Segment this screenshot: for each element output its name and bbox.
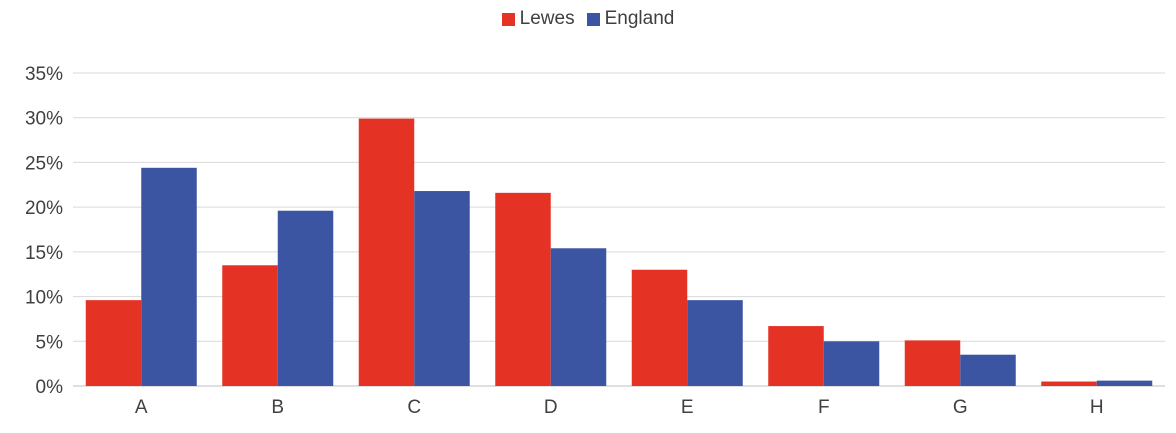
bar-lewes-c	[358, 118, 415, 386]
legend-swatch-england	[586, 12, 600, 26]
y-tick-label: 25%	[25, 153, 63, 174]
y-tick-label: 35%	[25, 64, 63, 85]
y-tick-label: 20%	[25, 198, 63, 219]
bar-lewes-e	[631, 269, 688, 386]
y-tick-label: 5%	[36, 332, 64, 353]
legend: Lewes England	[0, 8, 1176, 30]
y-tick-label: 10%	[25, 288, 63, 309]
bar-lewes-f	[768, 326, 824, 386]
x-tick-label: A	[135, 397, 148, 418]
y-tick-label: 15%	[25, 243, 63, 264]
x-tick-label: B	[271, 397, 284, 418]
legend-item-lewes: Lewes	[501, 8, 575, 30]
bar-lewes-h	[1041, 381, 1097, 386]
bar-england-h	[1096, 380, 1153, 386]
x-tick-label: C	[407, 397, 421, 418]
legend-swatch-lewes	[501, 12, 515, 26]
bar-england-g	[960, 354, 1016, 386]
bar-england-a	[141, 167, 197, 386]
bar-england-f	[823, 341, 880, 386]
legend-label-lewes: Lewes	[519, 8, 575, 29]
y-tick-label: 30%	[25, 109, 63, 130]
legend-item-england: England	[586, 8, 675, 30]
bar-england-d	[550, 248, 607, 386]
x-tick-label: F	[818, 397, 830, 418]
bar-england-e	[687, 300, 743, 386]
legend-label-england: England	[604, 8, 675, 29]
y-tick-label: 0%	[36, 377, 64, 398]
x-tick-label: G	[953, 397, 968, 418]
bar-lewes-a	[85, 300, 142, 386]
bar-lewes-d	[495, 192, 551, 386]
bar-england-b	[277, 210, 334, 386]
bar-lewes-b	[222, 265, 278, 386]
x-tick-label: D	[544, 397, 558, 418]
bar-england-c	[414, 191, 470, 386]
bar-lewes-g	[904, 340, 961, 386]
x-tick-label: E	[681, 397, 694, 418]
x-tick-label: H	[1090, 397, 1104, 418]
